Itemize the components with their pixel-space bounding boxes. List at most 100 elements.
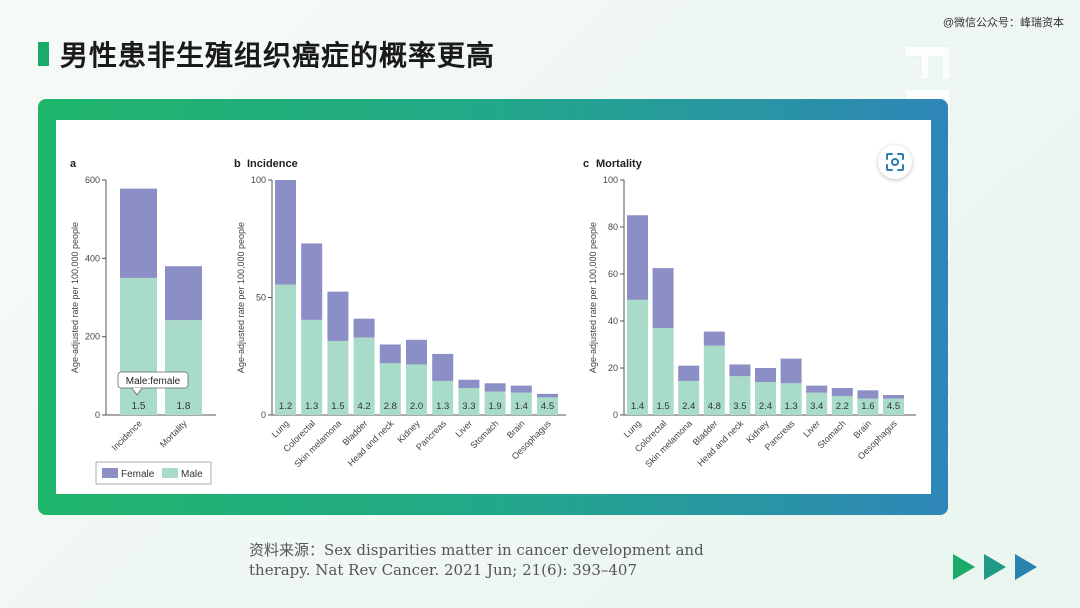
x-tick-label-a: Incidence [110,418,144,452]
legend-swatch-female [102,468,118,478]
bar-female-c [627,215,648,300]
x-tick-label-b: Lung [270,418,291,439]
x-tick-label-c: Lung [622,418,643,439]
bar-male-b [275,284,296,415]
bar-female-c [857,390,879,399]
watermark-text: @微信公众号：峰瑞资本 [942,17,1064,29]
bar-male-c [652,328,674,415]
panel-label-c: c [583,158,589,170]
bar-male-b [484,391,506,415]
bar-male-c [831,396,853,415]
ratio-label-c: 1.6 [861,401,874,412]
source-citation: 资料来源：Sex disparities matter in cancer de… [249,540,769,580]
ratio-label-c: 1.4 [631,401,644,412]
bar-female-b [537,393,558,398]
ratio-label-c: 1.3 [784,401,797,412]
ratio-label-b: 3.3 [462,401,475,412]
x-tick-label-b: Brain [505,418,527,440]
ratio-label-b: 1.4 [515,401,528,412]
bar-female-c [806,385,828,393]
y-tick-label-c: 0 [613,410,618,420]
y-tick-label-c: 60 [608,269,618,279]
ratio-label-c: 2.4 [682,401,695,412]
y-tick-label-b: 0 [261,410,266,420]
bar-male-b [379,363,401,415]
bar-female-c [755,368,776,383]
scan-icon [886,153,904,171]
ratio-label-c: 4.5 [887,401,900,412]
bar-male-c [703,345,725,415]
bar-male-c [780,383,802,415]
figure-panel: a 0 200 400 600 Age-adjusted rate per 100,000… [56,120,931,494]
bar-male-c [857,398,879,415]
bar-female-b [432,353,454,381]
ratio-label-a: 1.8 [177,401,191,412]
bar-female-b [484,383,506,392]
bar-female-b [327,291,349,341]
panel-label-b: b [234,158,241,170]
ratio-label-a: 1.5 [132,401,146,412]
ratio-label-c: 3.5 [733,401,746,412]
ratio-label-b: 4.5 [541,401,554,412]
annotation-text: Male:female [126,376,181,387]
bar-male-b [432,380,454,415]
annotation-pointer [131,387,143,396]
panel-label-a: a [70,158,77,170]
x-tick-label-a: Mortality [158,418,189,449]
bar-female-c [883,395,904,399]
bar-female-b [510,385,532,393]
ratio-label-b: 2.0 [410,401,423,412]
bar-female-c [652,268,674,329]
bar-female-b [379,344,401,364]
bar-female-c [729,364,751,377]
source-line-2: therapy. Nat Rev Cancer. 2021 Jun; 21(6)… [249,561,638,579]
bar-female-b [406,339,427,365]
source-line-1: 资料来源：Sex disparities matter in cancer de… [249,541,704,559]
ratio-label-b: 1.2 [279,401,292,412]
scan-button[interactable] [878,145,912,179]
bar-female-c [831,387,853,397]
x-tick-label-b: Stomach [468,418,500,450]
bar-male-b [301,319,323,415]
y-tick-label-a: 0 [95,410,100,420]
bar-female-a [120,188,157,278]
y-axis-label-c: Age-adjusted rate per 100,000 people [588,222,598,373]
bar-male-b [353,337,375,415]
bar-male-c [883,398,904,415]
ratio-label-b: 2.8 [384,401,397,412]
legend-swatch-male [162,468,178,478]
triple-arrow-icon [953,554,1037,580]
arrow-icon-3 [1015,554,1037,580]
bar-female-b [275,180,296,285]
y-tick-label-a: 400 [85,253,100,263]
ratio-label-b: 1.5 [331,401,344,412]
x-tick-label-b: Head and neck [346,418,396,468]
y-tick-label-b: 100 [251,175,266,185]
x-tick-label-c: Brain [851,418,873,440]
bar-female-c [703,331,725,346]
bar-male-b [327,340,349,415]
x-tick-label-b: Skin melamona [292,418,343,469]
y-tick-label-c: 40 [608,316,618,326]
arrow-icon-1 [953,554,975,580]
y-tick-label-c: 80 [608,222,618,232]
ratio-label-b: 1.9 [488,401,501,412]
ratio-label-b: 4.2 [357,401,370,412]
ratio-label-c: 2.4 [759,401,772,412]
bar-female-b [458,379,480,388]
bar-male-c [806,392,828,415]
ratio-label-b: 1.3 [305,401,318,412]
bar-female-a [165,266,202,321]
x-tick-label-c: Head and neck [695,418,745,468]
bar-male-b [406,364,427,415]
y-tick-label-c: 100 [603,175,618,185]
page-title: 男性患非生殖组织癌症的概率更高 [60,39,496,72]
bar-male-c [729,376,751,415]
bar-female-c [780,358,802,384]
arrow-icon-2 [984,554,1006,580]
bar-male-c [627,299,648,415]
legend-label-female: Female [121,469,155,480]
bar-male-c [678,380,700,415]
x-tick-label-c: Stomach [816,418,848,450]
